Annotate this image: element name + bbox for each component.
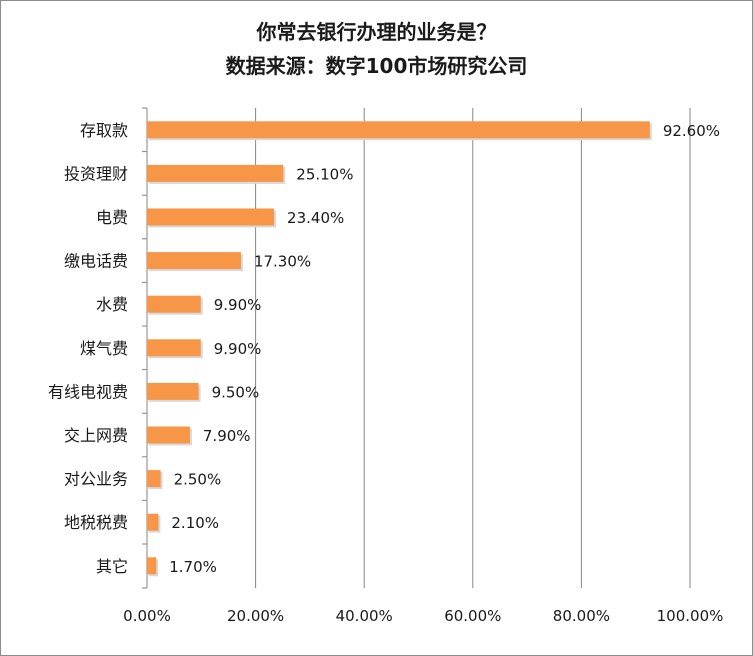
bar: [147, 164, 284, 182]
bar: [147, 426, 190, 444]
bar: [147, 339, 201, 357]
x-tick-label: 80.00%: [553, 607, 610, 625]
bar: [147, 513, 159, 531]
bar: [147, 208, 275, 226]
data-label: 92.60%: [663, 122, 720, 140]
chart-subtitle: 数据来源：数字100市场研究公司: [225, 54, 528, 78]
bar: [147, 382, 199, 400]
category-label: 其它: [96, 557, 128, 576]
data-label: 9.90%: [214, 340, 262, 358]
category-label: 投资理财: [64, 164, 128, 183]
category-label: 存取款: [80, 121, 128, 140]
data-label: 17.30%: [254, 253, 311, 271]
data-label: 23.40%: [287, 209, 344, 227]
category-label: 缴电话费: [64, 252, 128, 271]
category-label: 地税税费: [64, 513, 128, 532]
category-label: 交上网费: [64, 426, 128, 445]
x-tick-label: 60.00%: [444, 607, 501, 625]
data-label: 2.50%: [174, 471, 222, 489]
category-label: 煤气费: [80, 339, 128, 358]
category-label: 有线电视费: [48, 382, 128, 401]
data-label: 2.10%: [171, 514, 219, 532]
category-label: 水费: [96, 295, 128, 314]
x-tick-label: 100.00%: [657, 607, 724, 625]
bar: [147, 295, 201, 313]
bar: [147, 252, 241, 270]
chart-title: 你常去银行办理的业务是？: [256, 20, 497, 44]
bar: [147, 121, 650, 139]
bar: [147, 470, 161, 488]
x-tick-label: 0.00%: [123, 607, 171, 625]
x-tick-label: 20.00%: [227, 607, 284, 625]
data-label: 7.90%: [203, 427, 251, 445]
x-tick-label: 40.00%: [336, 607, 393, 625]
category-label: 电费: [96, 208, 128, 227]
data-label: 1.70%: [169, 558, 217, 576]
category-label: 对公业务: [64, 470, 128, 489]
data-label: 9.50%: [212, 383, 260, 401]
bar: [147, 557, 157, 575]
data-label: 9.90%: [214, 296, 262, 314]
data-label: 25.10%: [296, 165, 353, 183]
